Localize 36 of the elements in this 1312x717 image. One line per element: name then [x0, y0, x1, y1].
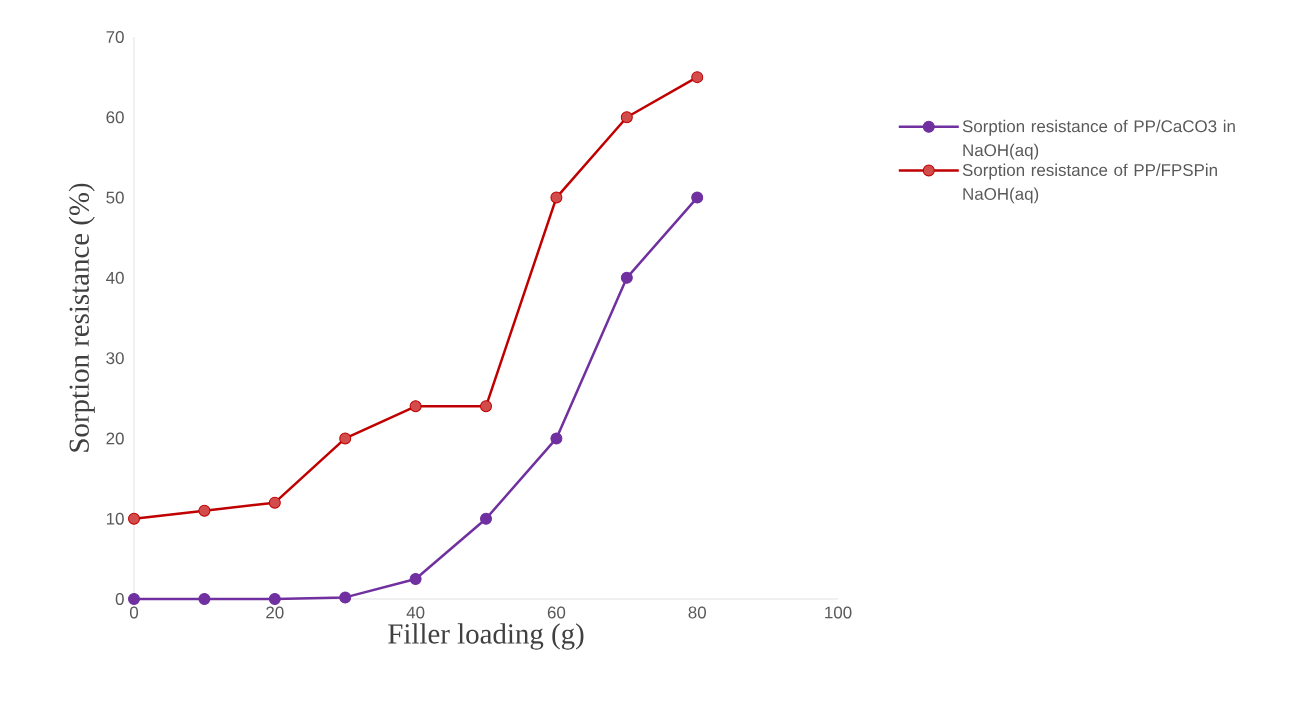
point: [339, 591, 352, 604]
point: [480, 400, 493, 413]
x-tick-label: 20: [266, 606, 284, 619]
point: [691, 71, 704, 84]
y-tick-label: 0: [115, 593, 124, 605]
x-tick-label: 80: [688, 606, 706, 619]
y-tick-label: 10: [106, 512, 124, 525]
x-axis-title: Filler loading (g): [388, 623, 584, 650]
y-tick-label: 40: [106, 271, 124, 284]
y-tick-label: 20: [106, 432, 124, 445]
point: [620, 111, 633, 124]
point: [550, 191, 563, 204]
legend-label: Sorption resistance of PP/CaCO3 in NaOH(aq): [962, 119, 1235, 160]
point: [691, 191, 704, 204]
point: [409, 400, 422, 413]
point: [550, 432, 563, 445]
point: [620, 271, 633, 284]
x-tick-label: 40: [406, 606, 425, 619]
point: [480, 512, 493, 525]
x-tick-label: 60: [547, 606, 566, 619]
point: [128, 593, 140, 605]
y-tick-label: 70: [106, 30, 124, 43]
x-tick-label: 100: [825, 606, 852, 619]
y-axis-title: Sorption resistance (%): [68, 183, 95, 452]
point: [198, 593, 211, 605]
y-tick-label: 30: [106, 352, 124, 365]
point: [268, 593, 281, 605]
y-tick-label: 50: [106, 191, 124, 204]
y-tick-label: 60: [106, 111, 124, 124]
point: [268, 496, 281, 509]
point: [409, 572, 422, 585]
point: [339, 432, 352, 445]
point: [128, 512, 140, 525]
legend-label: Sorption resistance of PP/FPSPin NaOH(aq): [962, 163, 1217, 204]
point: [198, 504, 211, 517]
x-tick-label: 0: [129, 606, 139, 619]
